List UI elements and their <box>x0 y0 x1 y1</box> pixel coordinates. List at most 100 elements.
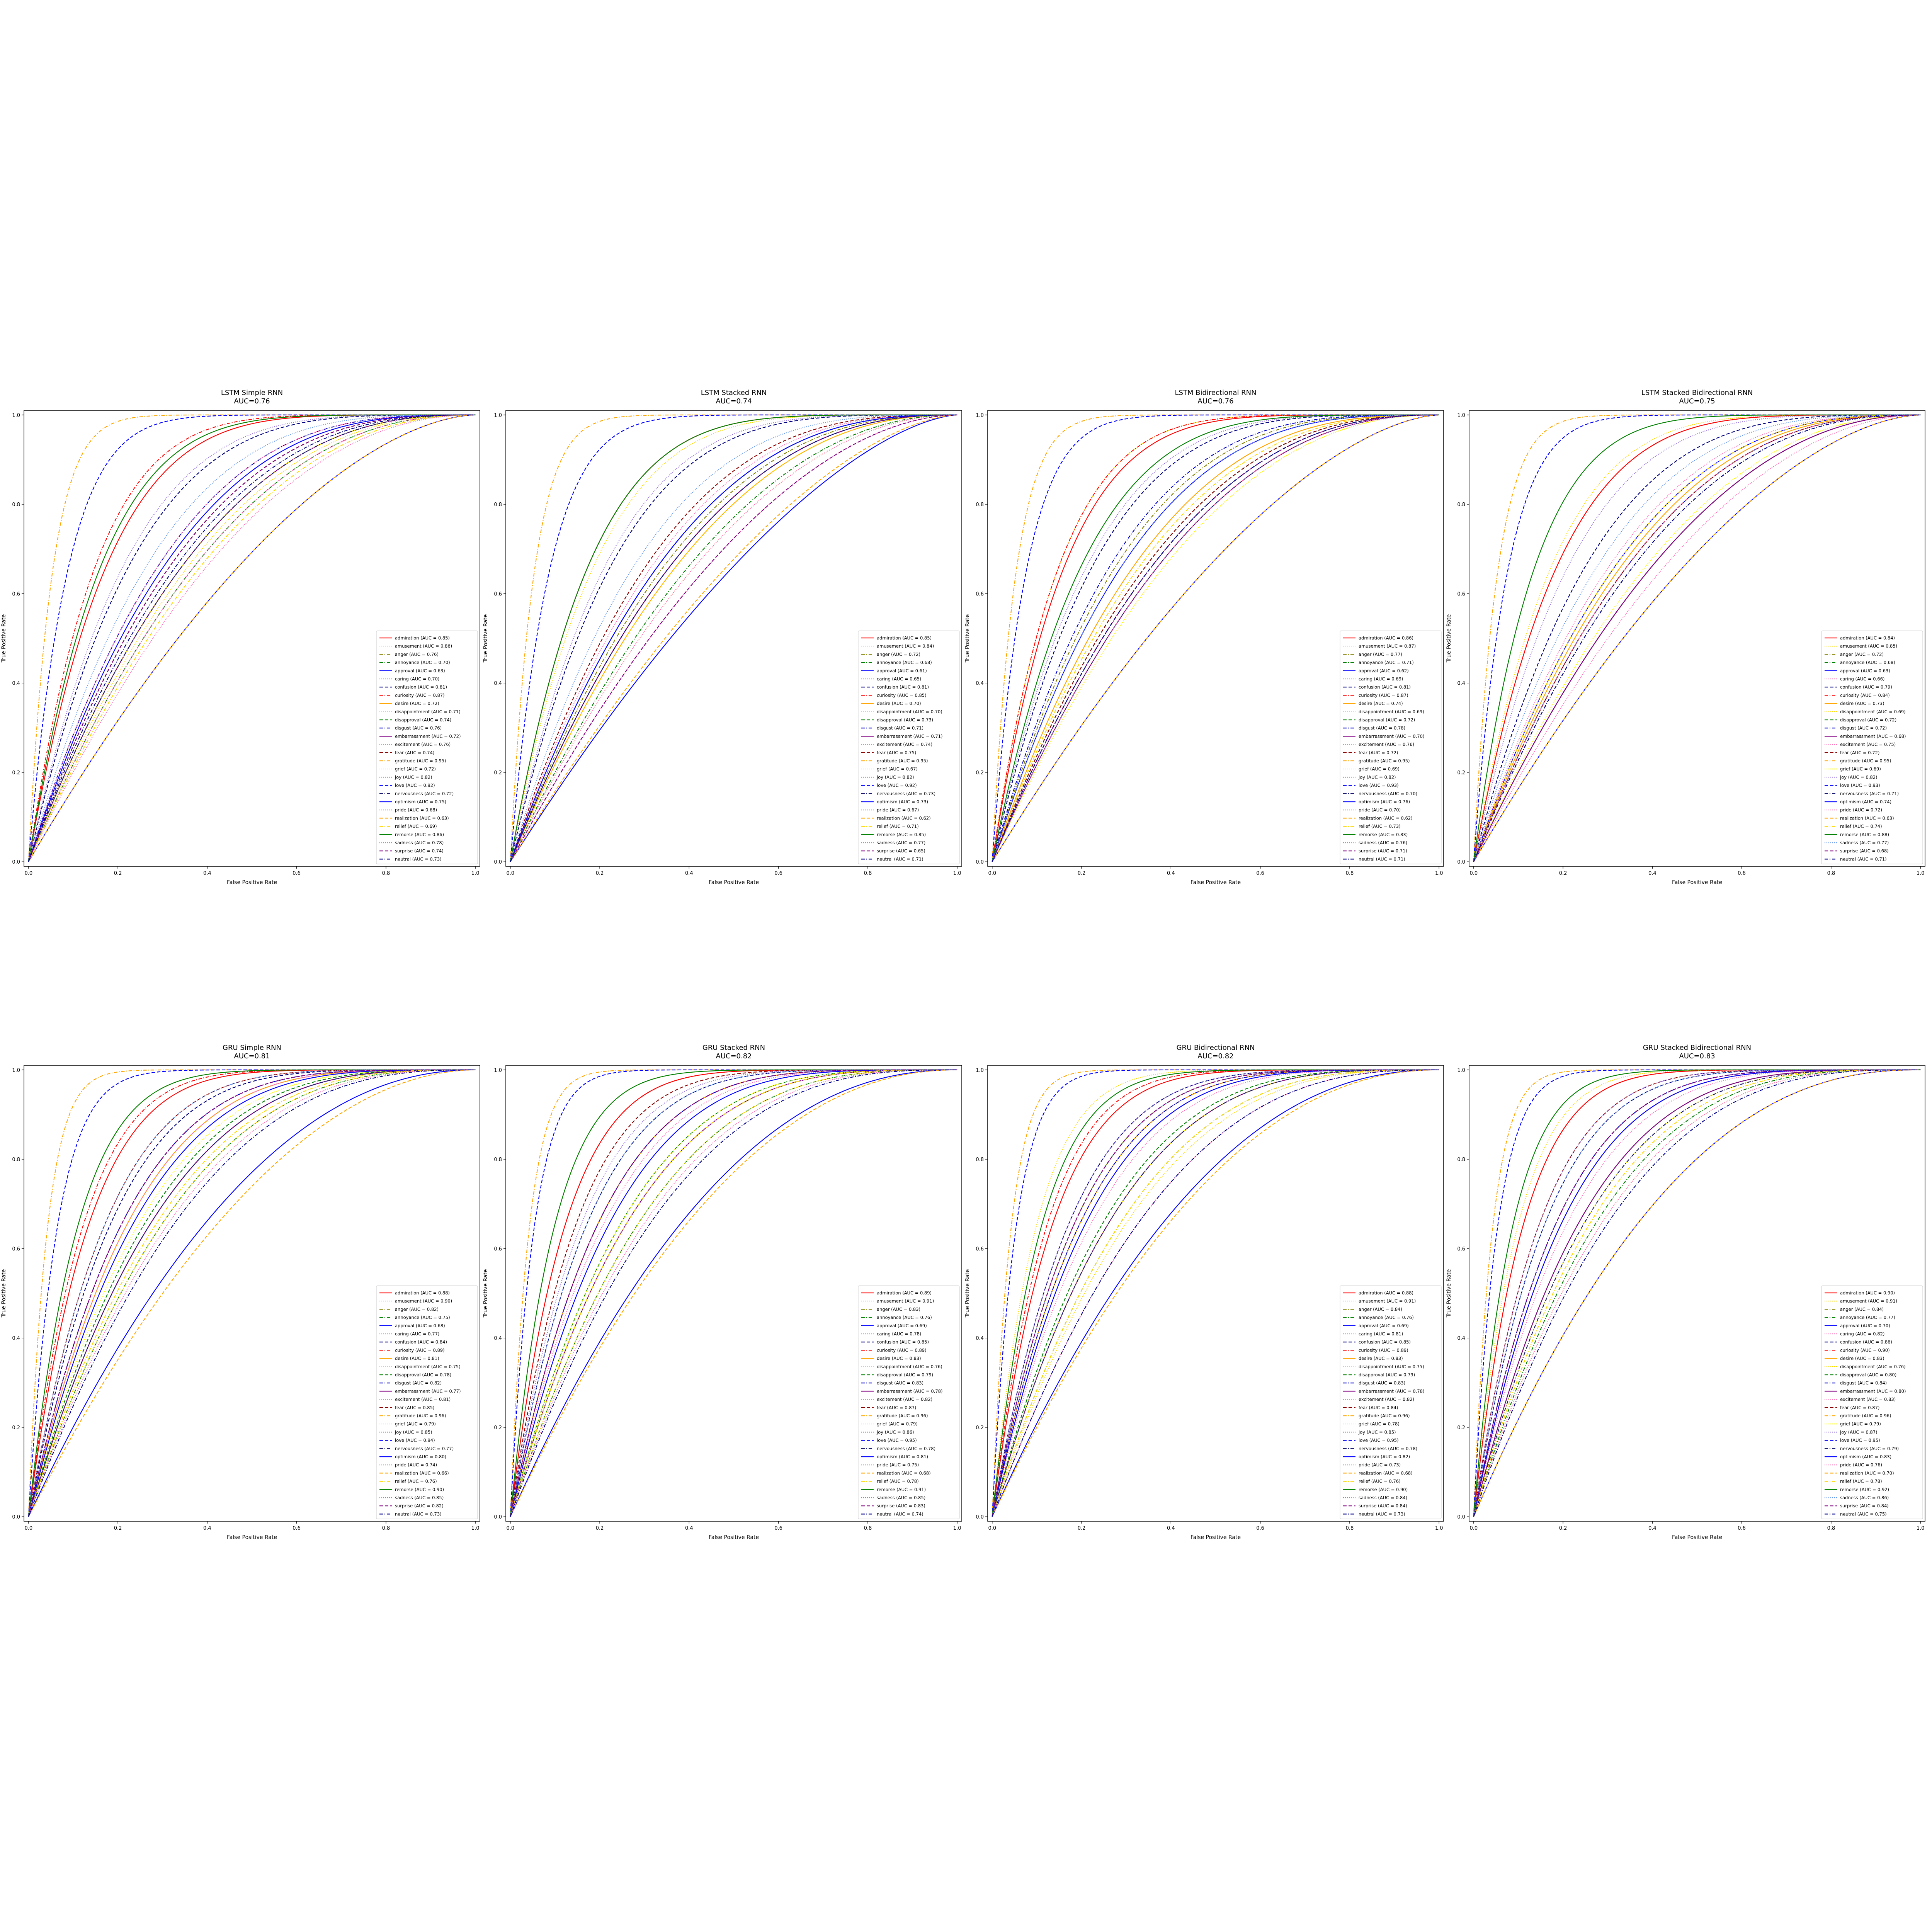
legend-entry: surprise (AUC = 0.74) <box>395 848 444 854</box>
legend-entry: realization (AUC = 0.66) <box>395 1470 449 1476</box>
legend-entry: excitement (AUC = 0.81) <box>395 1397 451 1402</box>
x-tick-label: 0.0 <box>1469 1526 1478 1531</box>
y-tick-label: 0.6 <box>494 591 502 597</box>
legend-entry: excitement (AUC = 0.82) <box>1359 1397 1414 1402</box>
roc-curve-grief <box>1473 414 1921 862</box>
legend: admiration (AUC = 0.86) amusement (AUC = … <box>1340 630 1442 864</box>
x-tick-label: 0.4 <box>1648 1526 1656 1531</box>
legend-entry: anger (AUC = 0.83) <box>877 1306 920 1312</box>
roc-curve-neutral <box>992 1069 1439 1517</box>
legend: admiration (AUC = 0.89) amusement (AUC = … <box>858 1285 960 1519</box>
legend-entry: nervousness (AUC = 0.73) <box>877 791 935 796</box>
chart-title: GRU Simple RNN <box>223 1044 281 1052</box>
legend-entry: realization (AUC = 0.62) <box>877 815 931 821</box>
y-tick-label: 0.0 <box>976 859 984 865</box>
roc-curve-sadness <box>28 414 476 862</box>
roc-curve-grief <box>992 414 1439 862</box>
legend-entry: joy (AUC = 0.86) <box>876 1429 914 1435</box>
legend-entry: fear (AUC = 0.87) <box>877 1405 916 1410</box>
roc-curve-remorse <box>992 1069 1439 1517</box>
legend-entry: disapproval (AUC = 0.73) <box>877 717 933 723</box>
legend-entry: approval (AUC = 0.68) <box>395 1323 445 1328</box>
x-axis-label: False Positive Rate <box>227 1534 277 1541</box>
roc-curve-neutral <box>510 414 957 862</box>
legend-entry: annoyance (AUC = 0.68) <box>877 660 932 665</box>
x-tick-label: 0.8 <box>1827 1526 1835 1531</box>
legend-entry: surprise (AUC = 0.65) <box>877 848 925 854</box>
roc-curve-optimism <box>28 414 476 862</box>
y-tick-label: 0.8 <box>494 502 502 508</box>
roc-curves <box>28 414 476 862</box>
legend-entry: desire (AUC = 0.74) <box>1359 701 1403 706</box>
y-tick-label: 0.2 <box>494 1425 502 1431</box>
y-tick-label: 0.6 <box>976 1246 984 1252</box>
legend-entry: amusement (AUC = 0.91) <box>877 1298 934 1304</box>
roc-curve-caring <box>1473 414 1921 862</box>
legend-entry: sadness (AUC = 0.85) <box>395 1495 444 1500</box>
y-tick-label: 1.0 <box>976 413 984 418</box>
legend-entry: remorse (AUC = 0.83) <box>1359 832 1408 837</box>
y-tick-label: 0.0 <box>12 859 20 865</box>
y-tick-label: 0.6 <box>976 591 984 597</box>
legend-entry: excitement (AUC = 0.74) <box>877 742 932 747</box>
legend-entry: gratitude (AUC = 0.95) <box>877 758 928 764</box>
y-tick-label: 0.8 <box>12 1157 20 1163</box>
legend-entry: confusion (AUC = 0.85) <box>877 1339 929 1345</box>
legend-entry: gratitude (AUC = 0.96) <box>1840 1413 1891 1418</box>
legend-entry: fear (AUC = 0.74) <box>395 750 434 755</box>
roc-curve-optimism <box>510 414 957 862</box>
x-axis-label: False Positive Rate <box>1190 879 1241 886</box>
roc-curve-realization <box>992 1069 1439 1517</box>
y-tick-label: 0.0 <box>494 1514 502 1520</box>
legend-entry: surprise (AUC = 0.83) <box>877 1503 925 1509</box>
legend-entry: grief (AUC = 0.79) <box>877 1421 918 1427</box>
x-tick-label: 1.0 <box>471 1526 480 1531</box>
roc-curve-curiosity <box>28 414 476 862</box>
x-tick-label: 0.6 <box>1256 871 1264 876</box>
legend: admiration (AUC = 0.85) amusement (AUC = … <box>376 630 478 864</box>
x-axis-label: False Positive Rate <box>709 1534 759 1541</box>
roc-curve-realization <box>28 1069 476 1517</box>
legend-entry: disgust (AUC = 0.78) <box>1359 725 1405 731</box>
roc-curve-remorse <box>1473 414 1921 862</box>
roc-curves <box>992 1069 1439 1517</box>
roc-curve-nervousness <box>1473 1069 1921 1517</box>
legend-entry: disgust (AUC = 0.76) <box>395 725 442 731</box>
roc-curve-optimism <box>28 1069 476 1517</box>
roc-curve-embarrassment <box>1473 1069 1921 1517</box>
y-tick-label: 1.0 <box>12 413 20 418</box>
legend-entry: confusion (AUC = 0.84) <box>395 1339 447 1345</box>
legend: admiration (AUC = 0.88) amusement (AUC = … <box>376 1285 478 1519</box>
legend-entry: pride (AUC = 0.75) <box>877 1462 919 1468</box>
y-tick-label: 0.2 <box>494 770 502 776</box>
roc-curve-joy <box>510 414 957 862</box>
legend-entry: excitement (AUC = 0.83) <box>1840 1397 1896 1402</box>
x-tick-label: 0.8 <box>1346 871 1354 876</box>
legend-entry: disapproval (AUC = 0.72) <box>1840 717 1896 723</box>
legend-entry: admiration (AUC = 0.86) <box>1359 635 1413 641</box>
legend-entry: neutral (AUC = 0.73) <box>1359 1511 1405 1517</box>
legend-entry: sadness (AUC = 0.78) <box>395 840 444 845</box>
roc-curve-curiosity <box>992 414 1439 862</box>
roc-curve-approval <box>28 1069 476 1517</box>
legend-entry: curiosity (AUC = 0.87) <box>1359 692 1408 698</box>
legend-entry: disappointment (AUC = 0.75) <box>395 1364 461 1369</box>
legend-entry: nervousness (AUC = 0.70) <box>1359 791 1417 796</box>
legend-entry: joy (AUC = 0.85) <box>395 1429 432 1435</box>
roc-curve-approval <box>992 1069 1439 1517</box>
x-tick-label: 0.8 <box>1346 1526 1354 1531</box>
chart-title: GRU Stacked Bidirectional RNN <box>1643 1044 1751 1052</box>
y-tick-label: 0.4 <box>976 681 984 687</box>
y-tick-label: 0.8 <box>1457 1157 1465 1163</box>
legend-entry: confusion (AUC = 0.85) <box>1359 1339 1411 1345</box>
legend-entry: curiosity (AUC = 0.90) <box>1840 1347 1890 1353</box>
legend-entry: amusement (AUC = 0.84) <box>877 643 934 649</box>
x-tick-label: 0.2 <box>596 1526 604 1531</box>
x-tick-label: 0.2 <box>114 1526 122 1531</box>
legend-entry: anger (AUC = 0.82) <box>395 1306 439 1312</box>
legend-entry: love (AUC = 0.93) <box>1359 783 1399 788</box>
legend: admiration (AUC = 0.85) amusement (AUC = … <box>858 630 960 864</box>
